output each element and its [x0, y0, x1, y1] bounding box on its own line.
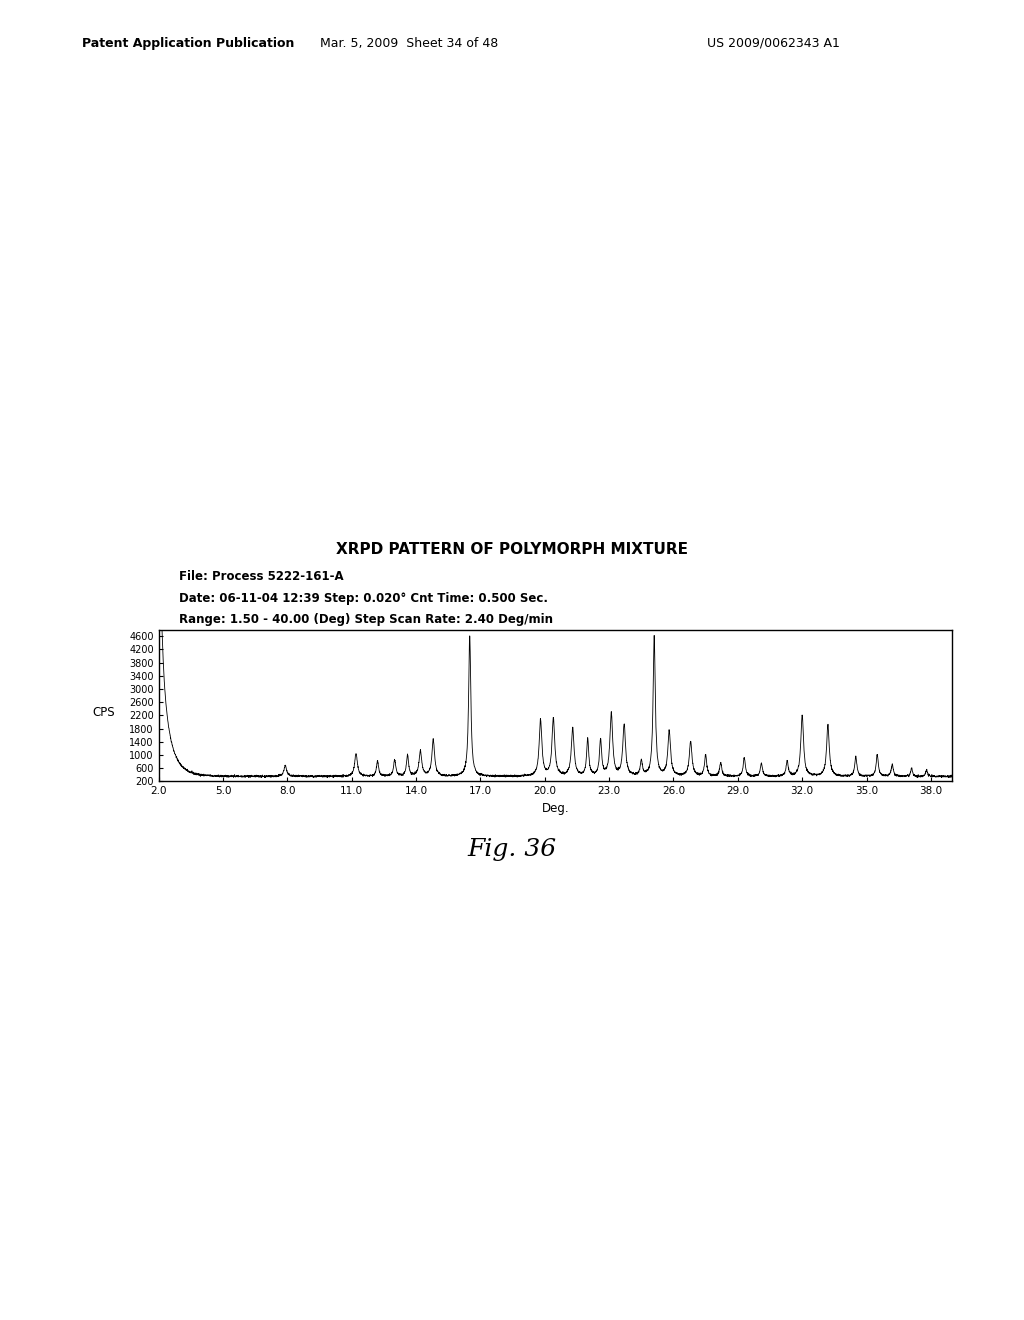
Text: File: Process 5222-161-A: File: Process 5222-161-A [179, 570, 344, 583]
Text: Mar. 5, 2009  Sheet 34 of 48: Mar. 5, 2009 Sheet 34 of 48 [321, 37, 499, 50]
Text: US 2009/0062343 A1: US 2009/0062343 A1 [707, 37, 840, 50]
Text: Date: 06-11-04 12:39 Step: 0.020° Cnt Time: 0.500 Sec.: Date: 06-11-04 12:39 Step: 0.020° Cnt Ti… [179, 591, 548, 605]
Text: Patent Application Publication: Patent Application Publication [82, 37, 294, 50]
X-axis label: Deg.: Deg. [542, 801, 569, 814]
Text: XRPD PATTERN OF POLYMORPH MIXTURE: XRPD PATTERN OF POLYMORPH MIXTURE [336, 543, 688, 557]
Y-axis label: CPS: CPS [93, 705, 116, 718]
Text: Range: 1.50 - 40.00 (Deg) Step Scan Rate: 2.40 Deg/min: Range: 1.50 - 40.00 (Deg) Step Scan Rate… [179, 612, 553, 626]
Text: Fig. 36: Fig. 36 [467, 838, 557, 861]
